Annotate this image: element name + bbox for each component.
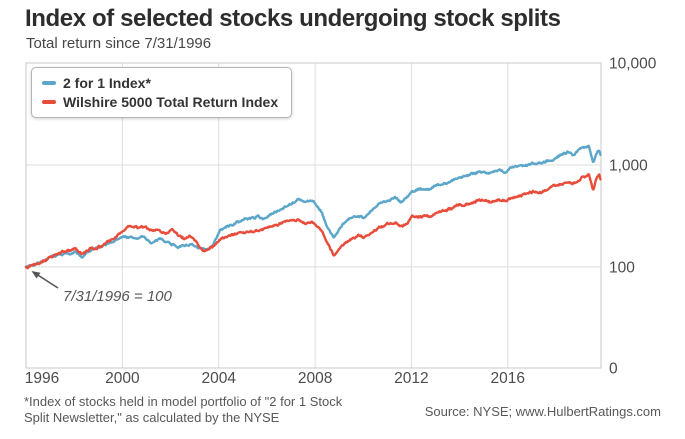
x-tick-label-1996: 1996 bbox=[25, 370, 59, 387]
y-tick-label-10,000: 10,000 bbox=[609, 56, 657, 73]
x-tick-label-2012: 2012 bbox=[394, 370, 428, 387]
series-line-2-for-1-index bbox=[24, 144, 602, 269]
annotation-base-value: 7/31/1996 = 100 bbox=[63, 288, 172, 305]
x-tick-label-2004: 2004 bbox=[201, 370, 236, 387]
legend-item-wilshire-5000: Wilshire 5000 Total Return Index bbox=[42, 94, 278, 110]
chart-subtitle: Total return since 7/31/1996 bbox=[26, 35, 212, 52]
source-credit: Source: NYSE; www.HulbertRatings.com bbox=[424, 404, 661, 419]
legend-label-wilshire: Wilshire 5000 Total Return Index bbox=[63, 94, 279, 110]
y-tick-label-1,000: 1,000 bbox=[609, 158, 648, 175]
series-swatch-wilshire-icon bbox=[42, 100, 56, 104]
footnote-line-2: Split Newsletter," as calculated by the … bbox=[24, 410, 280, 425]
plot-border bbox=[25, 62, 602, 369]
footnote: *Index of stocks held in model portfolio… bbox=[24, 394, 342, 426]
legend-item-2for1-index: 2 for 1 Index* bbox=[42, 75, 278, 91]
y-tick-label-100: 100 bbox=[609, 259, 635, 276]
x-tick-label-2016: 2016 bbox=[491, 370, 525, 387]
legend-label-2for1: 2 for 1 Index* bbox=[63, 75, 151, 91]
x-tick-label-2008: 2008 bbox=[298, 370, 332, 387]
annotation-arrow-line bbox=[36, 273, 59, 289]
footnote-line-1: *Index of stocks held in model portfolio… bbox=[24, 394, 343, 409]
chart-title: Index of selected stocks undergoing stoc… bbox=[25, 5, 561, 32]
x-tick-label-2000: 2000 bbox=[105, 370, 140, 387]
series-swatch-2for1-icon bbox=[42, 81, 56, 85]
y-tick-label-0: 0 bbox=[609, 361, 618, 378]
series-line-wilshire-5000 bbox=[24, 173, 602, 270]
legend: 2 for 1 Index* Wilshire 5000 Total Retur… bbox=[31, 67, 293, 118]
annotation-arrowhead-icon bbox=[31, 271, 41, 279]
